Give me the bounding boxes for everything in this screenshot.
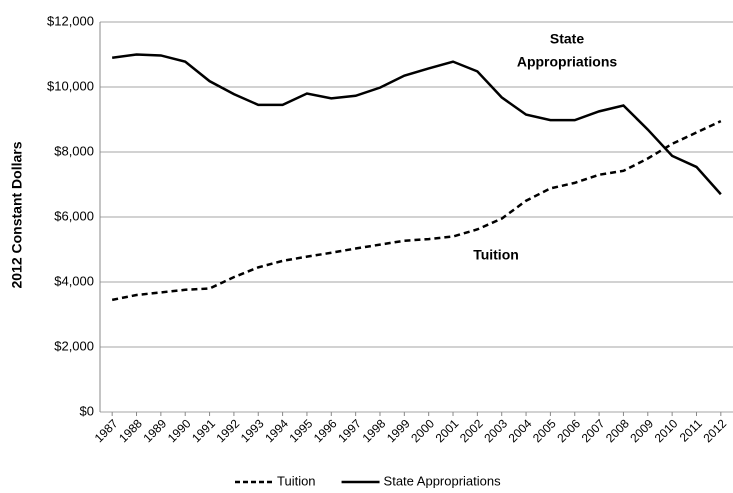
series-line xyxy=(111,119,722,302)
x-tick-label: 1993 xyxy=(238,416,267,445)
y-tick-label: $4,000 xyxy=(54,273,94,288)
x-tick-label: 2000 xyxy=(408,416,437,445)
legend-label: Tuition xyxy=(277,473,316,488)
x-tick-label: 2001 xyxy=(433,416,462,445)
y-tick-label: $12,000 xyxy=(47,13,94,28)
x-tick-label: 2005 xyxy=(530,416,559,445)
x-tick-label: 2007 xyxy=(579,416,608,445)
y-tick-label: $0 xyxy=(80,403,94,418)
series-line xyxy=(112,53,722,196)
y-tick-label: $2,000 xyxy=(54,338,94,353)
x-tick-label: 2003 xyxy=(481,416,510,445)
annotation: State xyxy=(550,31,584,47)
x-tick-label: 1998 xyxy=(360,416,389,445)
x-tick-label: 1994 xyxy=(262,416,291,445)
x-tick-label: 1991 xyxy=(189,416,218,445)
x-tick-label: 2004 xyxy=(506,416,535,445)
x-tick-label: 2006 xyxy=(554,416,583,445)
x-tick-label: 2011 xyxy=(677,416,705,444)
x-tick-label: 2002 xyxy=(457,416,486,445)
x-tick-label: 2009 xyxy=(627,416,656,445)
y-axis-label: 2012 Constant Dollars xyxy=(9,141,25,288)
x-tick-label: 1997 xyxy=(335,416,364,445)
annotation: Appropriations xyxy=(517,54,618,70)
legend-label: State Appropriations xyxy=(384,473,502,488)
x-tick-label: 1989 xyxy=(140,416,169,445)
annotation: Tuition xyxy=(473,247,519,263)
x-tick-label: 1996 xyxy=(311,416,340,445)
x-tick-label: 2010 xyxy=(652,416,681,445)
x-tick-label: 1987 xyxy=(92,416,121,445)
x-tick-label: 1999 xyxy=(384,416,413,445)
x-tick-label: 1995 xyxy=(287,416,316,445)
y-tick-label: $10,000 xyxy=(47,78,94,93)
y-tick-label: $8,000 xyxy=(54,143,94,158)
x-tick-label: 2008 xyxy=(603,416,632,445)
x-tick-label: 1988 xyxy=(116,416,145,445)
x-tick-label: 1990 xyxy=(165,416,194,445)
y-tick-label: $6,000 xyxy=(54,208,94,223)
x-tick-label: 1992 xyxy=(213,416,242,445)
x-tick-label: 2012 xyxy=(700,416,729,445)
